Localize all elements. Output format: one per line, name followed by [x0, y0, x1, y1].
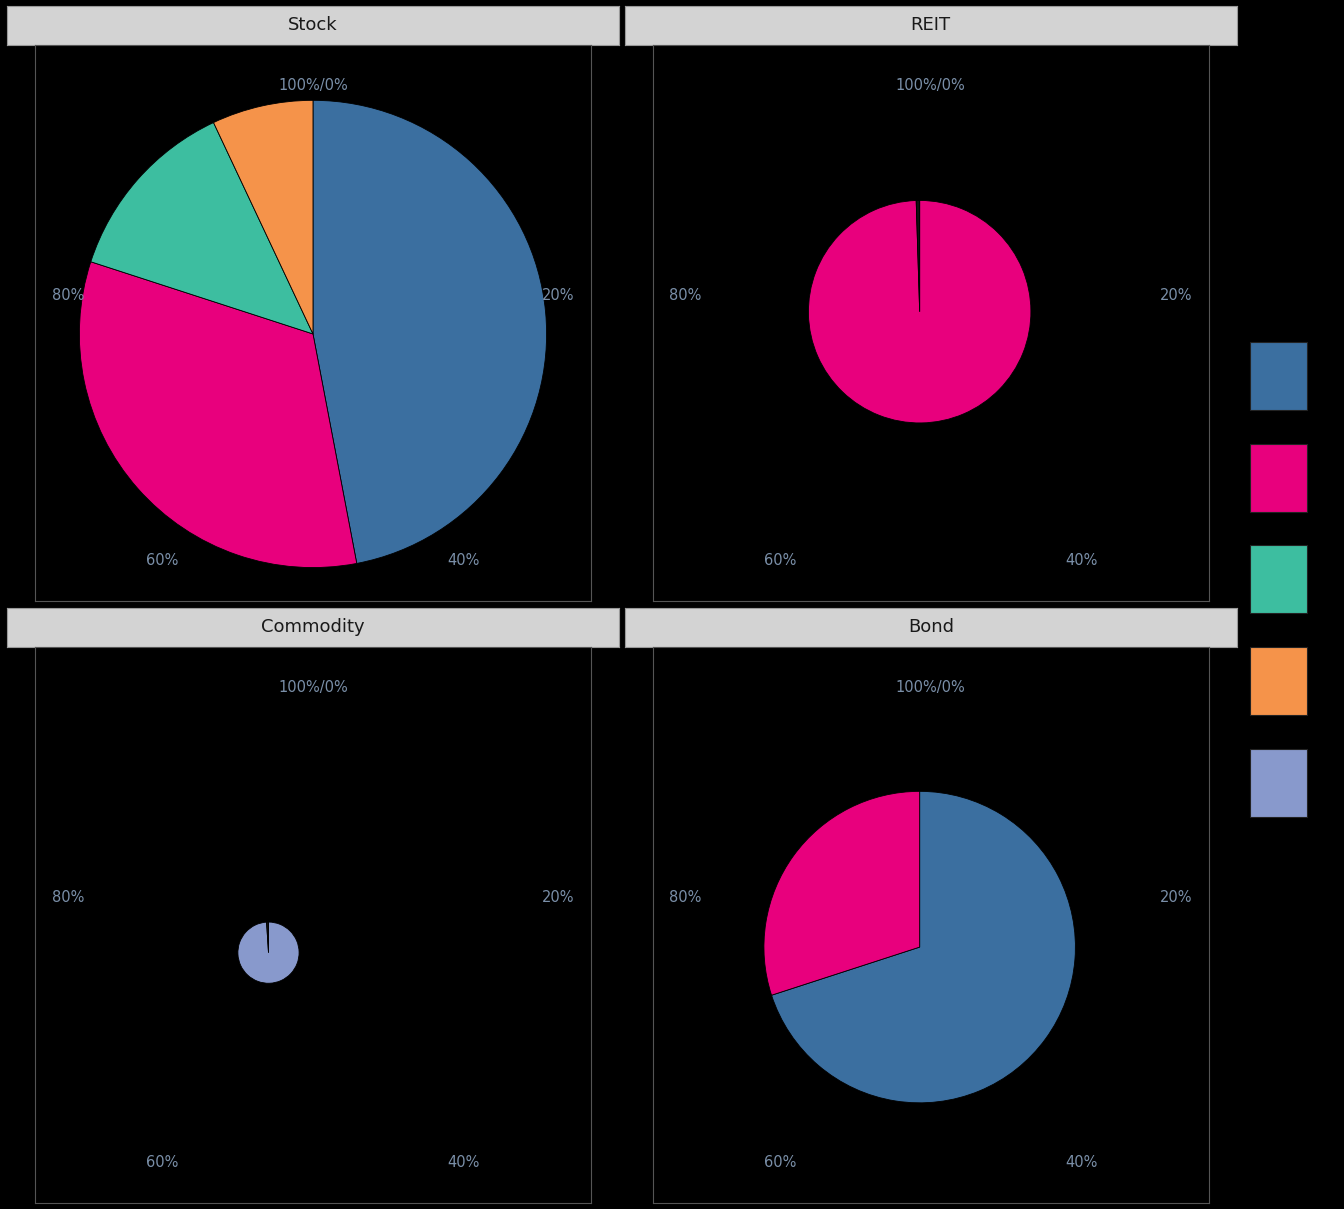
Text: 20%: 20%	[542, 288, 574, 302]
Text: 40%: 40%	[1066, 1155, 1098, 1169]
Text: 40%: 40%	[448, 1155, 480, 1169]
Text: Commodity: Commodity	[261, 618, 364, 636]
Text: 80%: 80%	[51, 890, 83, 904]
Wedge shape	[809, 201, 1031, 423]
Wedge shape	[266, 922, 269, 953]
FancyBboxPatch shape	[1250, 545, 1306, 613]
Text: 100%/0%: 100%/0%	[896, 681, 966, 695]
Text: 80%: 80%	[51, 288, 83, 302]
Wedge shape	[763, 792, 919, 995]
Wedge shape	[91, 122, 313, 334]
Text: 60%: 60%	[763, 1155, 796, 1169]
Text: 20%: 20%	[542, 890, 574, 904]
Text: 100%/0%: 100%/0%	[278, 79, 348, 93]
Wedge shape	[79, 262, 356, 567]
Text: 60%: 60%	[763, 553, 796, 567]
Wedge shape	[771, 792, 1075, 1103]
Wedge shape	[313, 100, 547, 563]
FancyBboxPatch shape	[1250, 647, 1306, 716]
Text: 80%: 80%	[669, 890, 702, 904]
Text: 20%: 20%	[1160, 890, 1192, 904]
Text: Bond: Bond	[907, 618, 954, 636]
FancyBboxPatch shape	[1250, 342, 1306, 410]
Text: REIT: REIT	[911, 17, 950, 34]
Wedge shape	[214, 100, 313, 334]
Text: 20%: 20%	[1160, 288, 1192, 302]
Wedge shape	[917, 201, 919, 312]
Wedge shape	[238, 922, 300, 983]
Text: 60%: 60%	[146, 1155, 179, 1169]
Text: 40%: 40%	[448, 553, 480, 567]
Text: 60%: 60%	[146, 553, 179, 567]
Text: 100%/0%: 100%/0%	[896, 79, 966, 93]
FancyBboxPatch shape	[1250, 444, 1306, 511]
Text: Stock: Stock	[288, 17, 337, 34]
Text: 100%/0%: 100%/0%	[278, 681, 348, 695]
Text: 80%: 80%	[669, 288, 702, 302]
Text: 40%: 40%	[1066, 553, 1098, 567]
FancyBboxPatch shape	[1250, 748, 1306, 817]
